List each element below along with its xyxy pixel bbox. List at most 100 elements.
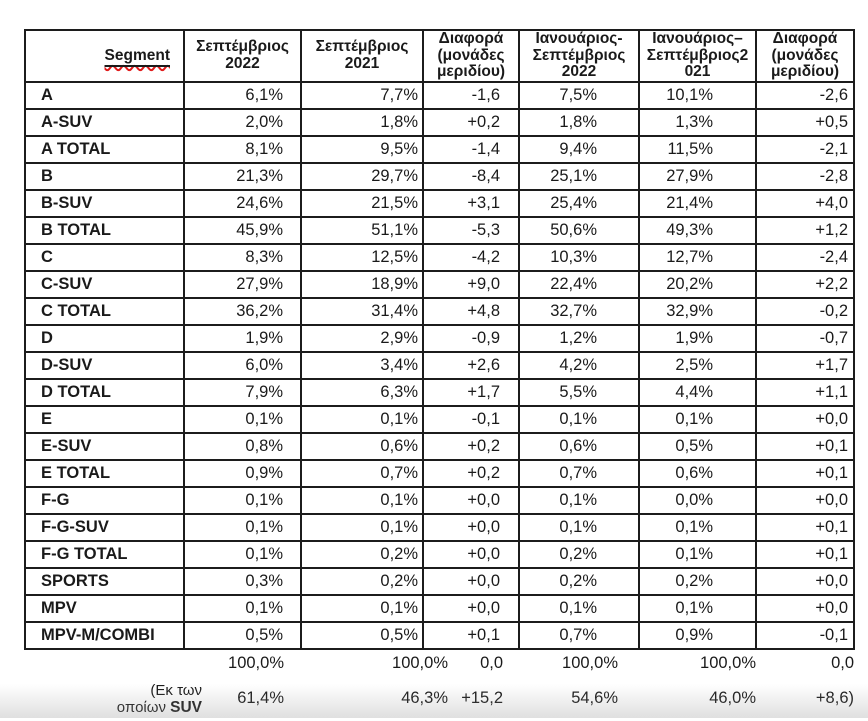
value-cell-january-september-2022: 32,7%: [518, 296, 640, 326]
value-cell-diff-ytd: +0,0: [755, 566, 855, 596]
value-cell-diff-month: +0,1: [422, 620, 520, 650]
value-cell-september-2021: 0,5%: [300, 620, 424, 650]
value-cell-january-september-2022: 0,1%: [518, 512, 640, 542]
value-cell-diff-month: +0,0: [422, 512, 520, 542]
segment-label: C-SUV: [24, 269, 185, 299]
value-cell-september-2021: 0,1%: [300, 512, 424, 542]
footer-value-cell-diff-ytd: +8,6): [815, 689, 854, 707]
value-cell-january-september-2022: 10,3%: [518, 242, 640, 272]
value-cell-september-2022: 1,9%: [183, 323, 302, 353]
value-cell-january-september-2021: 21,4%: [638, 188, 757, 218]
value-cell-diff-ytd: -0,7: [755, 323, 855, 353]
value-cell-september-2022: 2,0%: [183, 107, 302, 137]
value-cell-diff-ytd: +0,1: [755, 431, 855, 461]
value-cell-diff-ytd: -2,1: [755, 134, 855, 164]
value-cell-january-september-2022: 5,5%: [518, 377, 640, 407]
segment-label: F-G: [24, 485, 185, 515]
value-cell-january-september-2022: 25,1%: [518, 161, 640, 191]
value-cell-diff-month: +2,6: [422, 350, 520, 380]
table-row-e-total: E TOTAL 0,9% 0,7% +0,2 0,7% 0,6% +0,1: [24, 458, 855, 488]
table-row-a-suv: A-SUV 2,0% 1,8% +0,2 1,8% 1,3% +0,5: [24, 107, 855, 137]
segment-label: B: [24, 161, 185, 191]
value-cell-september-2022: 8,3%: [183, 242, 302, 272]
value-cell-january-september-2021: 27,9%: [638, 161, 757, 191]
segment-label: SPORTS: [24, 566, 185, 596]
value-cell-september-2021: 51,1%: [300, 215, 424, 245]
value-cell-diff-month: -0,1: [422, 404, 520, 434]
value-cell-january-september-2022: 0,1%: [518, 485, 640, 515]
value-cell-diff-month: +4,8: [422, 296, 520, 326]
value-cell-january-september-2021: 1,3%: [638, 107, 757, 137]
footer-value-cell-diff-month: 0,0: [480, 653, 503, 672]
value-cell-january-september-2022: 0,7%: [518, 458, 640, 488]
value-cell-january-september-2021: 4,4%: [638, 377, 757, 407]
value-cell-diff-month: -8,4: [422, 161, 520, 191]
table-row-d: D 1,9% 2,9% -0,9 1,2% 1,9% -0,7: [24, 323, 855, 353]
value-cell-september-2022: 45,9%: [183, 215, 302, 245]
value-cell-september-2021: 0,6%: [300, 431, 424, 461]
value-cell-september-2022: 0,1%: [183, 512, 302, 542]
col-header-january-september-2022: Ιανουάριος- Σεπτέμβριος 2022: [518, 29, 640, 83]
value-cell-diff-ytd: +2,2: [755, 269, 855, 299]
segment-label: MPV: [24, 593, 185, 623]
segment-label: F-G-SUV: [24, 512, 185, 542]
value-cell-diff-ytd: +4,0: [755, 188, 855, 218]
value-cell-january-september-2021: 0,0%: [638, 485, 757, 515]
segment-label: MPV-M/COMBI: [24, 620, 185, 650]
value-cell-january-september-2022: 0,2%: [518, 566, 640, 596]
value-cell-diff-month: +9,0: [422, 269, 520, 299]
value-cell-january-september-2022: 9,4%: [518, 134, 640, 164]
value-cell-september-2021: 18,9%: [300, 269, 424, 299]
footer-value-cell-september-2021: 100,0%: [392, 653, 448, 672]
footer-label-of-which-suv: (Εκ των οποίων SUV: [116, 681, 202, 716]
value-cell-diff-ytd: +1,7: [755, 350, 855, 380]
value-cell-september-2021: 0,1%: [300, 404, 424, 434]
value-cell-january-september-2022: 50,6%: [518, 215, 640, 245]
table-row-f-g-total: F-G TOTAL 0,1% 0,2% +0,0 0,2% 0,1% +0,1: [24, 539, 855, 569]
segment-label: C TOTAL: [24, 296, 185, 326]
value-cell-september-2021: 2,9%: [300, 323, 424, 353]
footer-value-cell-january-september-2022: 100,0%: [562, 653, 618, 672]
value-cell-january-september-2021: 0,2%: [638, 566, 757, 596]
segment-label: B-SUV: [24, 188, 185, 218]
value-cell-september-2021: 1,8%: [300, 107, 424, 137]
value-cell-diff-month: +0,2: [422, 107, 520, 137]
value-cell-diff-ytd: -0,2: [755, 296, 855, 326]
value-cell-september-2021: 6,3%: [300, 377, 424, 407]
value-cell-september-2021: 29,7%: [300, 161, 424, 191]
value-cell-january-september-2022: 0,1%: [518, 404, 640, 434]
table-row-d-total: D TOTAL 7,9% 6,3% +1,7 5,5% 4,4% +1,1: [24, 377, 855, 407]
value-cell-january-september-2022: 25,4%: [518, 188, 640, 218]
value-cell-diff-month: -4,2: [422, 242, 520, 272]
value-cell-diff-ytd: +0,0: [755, 404, 855, 434]
value-cell-september-2021: 7,7%: [300, 80, 424, 110]
table-row-d-suv: D-SUV 6,0% 3,4% +2,6 4,2% 2,5% +1,7: [24, 350, 855, 380]
footer-value-cell-january-september-2021: 46,0%: [709, 689, 756, 707]
value-cell-january-september-2021: 32,9%: [638, 296, 757, 326]
spellcheck-underline: Segment: [104, 46, 170, 64]
value-cell-september-2022: 0,1%: [183, 485, 302, 515]
value-cell-september-2022: 0,1%: [183, 593, 302, 623]
value-cell-september-2022: 0,1%: [183, 539, 302, 569]
segment-label: A: [24, 80, 185, 110]
table-row-mpv: MPV 0,1% 0,1% +0,0 0,1% 0,1% +0,0: [24, 593, 855, 623]
footer-value-cell-january-september-2022: 54,6%: [571, 689, 618, 707]
segment-label: E TOTAL: [24, 458, 185, 488]
value-cell-diff-month: +0,0: [422, 566, 520, 596]
col-header-september-2022: Σεπτέμβριος 2022: [183, 29, 302, 83]
value-cell-september-2021: 0,7%: [300, 458, 424, 488]
value-cell-diff-month: +0,0: [422, 539, 520, 569]
value-cell-january-september-2021: 2,5%: [638, 350, 757, 380]
value-cell-september-2022: 36,2%: [183, 296, 302, 326]
table-row-b-total: B TOTAL 45,9% 51,1% -5,3 50,6% 49,3% +1,2: [24, 215, 855, 245]
value-cell-diff-month: -1,6: [422, 80, 520, 110]
value-cell-diff-month: -0,9: [422, 323, 520, 353]
value-cell-january-september-2021: 0,9%: [638, 620, 757, 650]
value-cell-diff-ytd: -0,1: [755, 620, 855, 650]
footer-value-cell-january-september-2021: 100,0%: [700, 653, 756, 672]
value-cell-september-2022: 0,9%: [183, 458, 302, 488]
segment-label: C: [24, 242, 185, 272]
table-row-mpv-m-combi: MPV-M/COMBI 0,5% 0,5% +0,1 0,7% 0,9% -0,1: [24, 620, 855, 650]
value-cell-september-2021: 12,5%: [300, 242, 424, 272]
value-cell-september-2022: 0,3%: [183, 566, 302, 596]
